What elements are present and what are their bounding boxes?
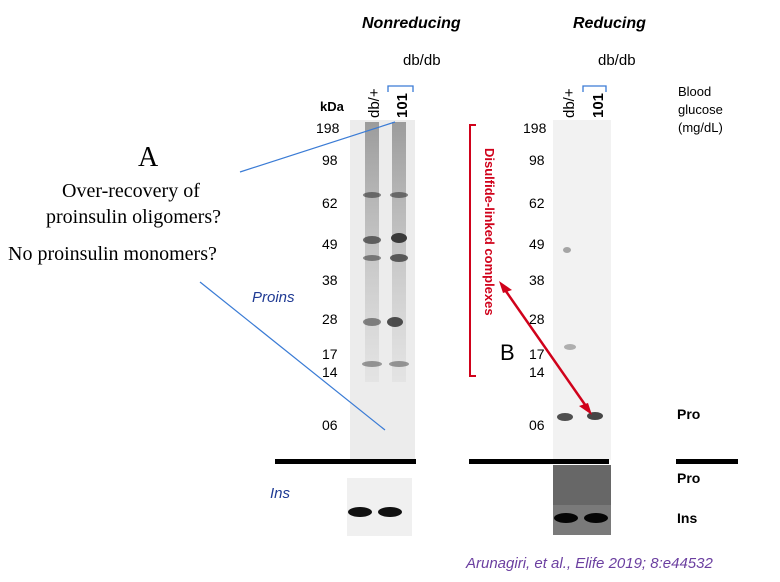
mw-right-06: 06 xyxy=(529,417,545,433)
mw-right-17: 17 xyxy=(529,346,545,362)
mw-right-198: 198 xyxy=(523,120,547,136)
mw-left-98: 98 xyxy=(322,152,338,168)
red-arrow xyxy=(501,286,590,410)
annotation-b-letter: B xyxy=(500,340,515,365)
kda-label: kDa xyxy=(320,99,344,114)
mw-right-38: 38 xyxy=(529,272,545,288)
mw-left-198: 198 xyxy=(316,120,340,136)
mw-left-17: 17 xyxy=(322,346,338,362)
mw-right-98: 98 xyxy=(529,152,545,168)
blood-glucose-line1: Blood xyxy=(678,84,712,99)
annotation-a-line2: proinsulin oligomers? xyxy=(46,206,221,228)
gel-left-lane1-smear xyxy=(365,122,379,382)
mw-right-28: 28 xyxy=(529,311,545,327)
gel-left-lane2-smear xyxy=(392,122,406,382)
blood-glucose-line3: (mg/dL) xyxy=(678,120,723,135)
mw-left-49: 49 xyxy=(322,236,338,252)
pro-label-lower: Pro xyxy=(677,470,701,486)
blood-glucose-line2: glucose xyxy=(678,102,723,117)
disulfide-complexes-label: Disulfide-linked complexes xyxy=(482,148,497,316)
mw-left-62: 62 xyxy=(322,195,338,211)
reducing-header: Reducing xyxy=(573,15,646,32)
gel-right-bands xyxy=(557,247,603,421)
proins-label: Proins xyxy=(252,289,295,306)
divider-middle xyxy=(469,459,609,464)
red-bracket xyxy=(469,124,476,377)
gel-left-bands xyxy=(362,192,409,367)
mw-right-62: 62 xyxy=(529,195,545,211)
nonreducing-header: Nonreducing xyxy=(362,15,461,32)
gel-right-background xyxy=(553,120,611,460)
ins-label-left: Ins xyxy=(270,485,291,502)
pointer-line-upper xyxy=(239,121,396,173)
dbdb-label-left: db/db xyxy=(403,52,441,69)
mw-left-38: 38 xyxy=(322,272,338,288)
dbdb-label-right: db/db xyxy=(598,52,636,69)
dbdb-bracket-left xyxy=(387,85,414,92)
annotation-a-letter: A xyxy=(138,142,159,173)
annotation-a-line1: Over-recovery of xyxy=(62,180,200,202)
mw-right-49: 49 xyxy=(529,236,545,252)
pro-label-upper: Pro xyxy=(677,406,701,422)
mw-left-06: 06 xyxy=(322,417,338,433)
ins-label-right: Ins xyxy=(677,510,698,526)
mw-right-14: 14 xyxy=(529,364,545,380)
annotation-a-line3: No proinsulin monomers? xyxy=(8,243,217,265)
divider-right xyxy=(676,459,738,464)
mw-left-28: 28 xyxy=(322,311,338,327)
divider-left xyxy=(275,459,416,464)
mw-left-14: 14 xyxy=(322,364,338,380)
ins-gel-left xyxy=(347,478,412,536)
citation: Arunagiri, et al., Elife 2019; 8:e44532 xyxy=(466,555,713,572)
pointer-line-lower xyxy=(199,281,386,431)
dbdb-bracket-right xyxy=(582,85,607,92)
